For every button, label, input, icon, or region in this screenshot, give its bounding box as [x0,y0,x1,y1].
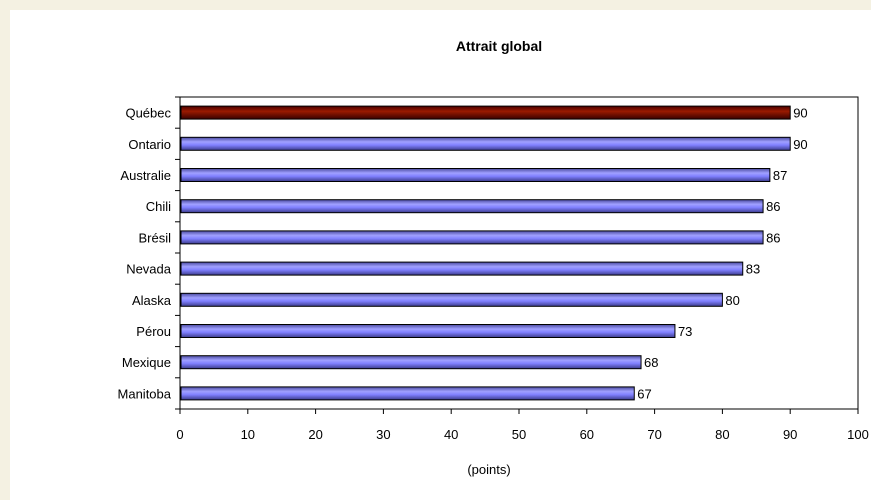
x-tick-label: 100 [847,427,869,442]
x-tick-label: 80 [715,427,729,442]
value-label: 90 [793,137,807,152]
value-label: 86 [766,199,780,214]
bar [180,105,791,120]
value-label: 90 [793,106,807,121]
value-label: 73 [678,324,692,339]
x-tick-label: 20 [308,427,322,442]
x-tick-label: 60 [580,427,594,442]
category-labels: Québec Ontario Australie Chili Brésil Nevada A… [118,106,172,402]
bars-group [180,105,791,401]
x-tick-label: 50 [512,427,526,442]
bar [180,261,744,276]
category-label: Chili [146,199,171,214]
x-tick-label: 40 [444,427,458,442]
value-label: 80 [725,293,739,308]
category-label: Brésil [138,230,171,245]
value-label: 67 [637,386,651,401]
category-label: Australie [120,168,171,183]
value-label: 83 [746,262,760,277]
category-label: Mexique [122,355,171,370]
x-tick-label: 30 [376,427,390,442]
category-label: Manitoba [118,386,172,401]
bar [180,199,764,214]
x-tick-label: 70 [647,427,661,442]
x-tick-label: 10 [241,427,255,442]
x-tick-label: 0 [176,427,183,442]
value-label: 87 [773,168,787,183]
bar [180,168,771,182]
category-label: Pérou [136,324,171,339]
bar [180,355,642,370]
category-label: Ontario [128,137,171,152]
bar [180,230,764,245]
x-tick-labels: 0 10 20 30 40 50 60 70 80 90 100 [176,427,868,442]
category-label: Nevada [126,262,172,277]
bar [180,136,791,151]
bar [180,324,676,338]
value-label: 86 [766,230,780,245]
category-label: Québec [125,106,171,121]
x-tick-label: 90 [783,427,797,442]
bar [180,386,635,401]
value-labels: 90 90 87 86 86 83 80 73 68 67 [637,106,807,402]
value-label: 68 [644,355,658,370]
category-label: Alaska [132,293,172,308]
bar [180,292,723,307]
chart-title: Attrait global [456,38,542,54]
x-axis-label: (points) [467,462,510,477]
